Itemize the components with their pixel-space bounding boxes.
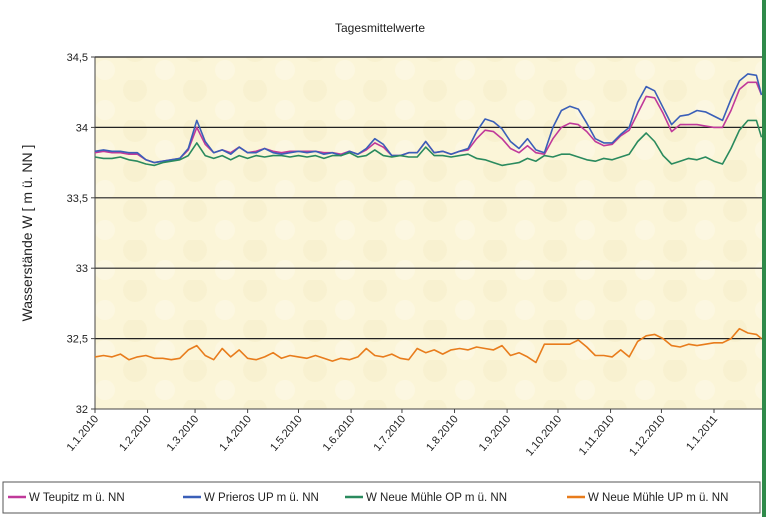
x-tick-label: 1.7.2010 (372, 413, 409, 454)
plot-area (95, 57, 762, 409)
legend-label: W Teupitz m ü. NN (29, 492, 125, 504)
legend-label: W Neue Mühle OP m ü. NN (366, 492, 507, 504)
y-tick-label: 33 (76, 263, 88, 275)
x-tick-label: 1.1.2011 (684, 413, 720, 453)
window-edge (762, 0, 766, 517)
legend-label: W Prieros UP m ü. NN (204, 492, 319, 504)
x-tick-label: 1.11.2010 (577, 413, 617, 458)
y-tick-label: 33,5 (67, 193, 88, 205)
x-tick-label: 1.3.2010 (165, 413, 202, 454)
x-tick-label: 1.9.2010 (477, 413, 514, 454)
x-tick-label: 1.6.2010 (321, 413, 358, 454)
series-line-1 (94, 73, 763, 164)
y-tick-label: 34 (76, 122, 88, 134)
y-axis-label: Wasserstände W [ m ü. NN ] (19, 145, 35, 322)
chart-title: Tagesmittelwerte (335, 21, 425, 35)
x-tick-label: 1.4.2010 (217, 413, 254, 454)
y-tick-label: 34,5 (67, 52, 88, 64)
legend (2, 481, 761, 514)
series-line-2 (94, 119, 763, 167)
x-tick-label: 1.8.2010 (424, 413, 461, 454)
series-line-3 (94, 327, 763, 364)
x-tick-label: 1.2.2010 (117, 413, 154, 454)
x-tick-label: 1.5.2010 (268, 413, 305, 454)
x-tick-label: 1.1.2010 (65, 413, 102, 454)
legend-label: W Neue Mühle UP m ü. NN (588, 492, 728, 504)
x-tick-label: 1.12.2010 (627, 413, 668, 458)
x-tick-label: 1.10.2010 (524, 413, 565, 458)
y-tick-label: 32 (76, 404, 88, 416)
y-tick-label: 32,5 (67, 334, 88, 346)
